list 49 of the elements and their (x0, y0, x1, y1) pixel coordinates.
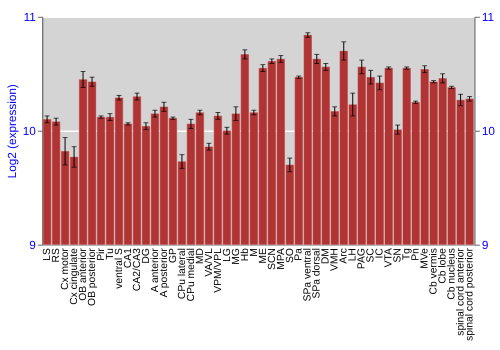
x-tick-label: OB posterior (86, 248, 98, 306)
x-tick-label: GP (168, 248, 179, 264)
x-tick-label: MD (194, 248, 206, 264)
y-axis-title: Log2 (expression) (6, 84, 19, 178)
y2-tick-label: 10 (482, 125, 496, 138)
x-tick-label: Tu (104, 248, 116, 260)
x-tick-label: VMH (330, 248, 341, 272)
y2-tick-label: 9 (482, 239, 488, 252)
y-tick-label: 9 (29, 239, 36, 252)
x-tick-label: SPa dorsal (312, 248, 323, 299)
x-tick-label: Pn (410, 248, 422, 261)
x-tick-label: CA2/CA3 (132, 248, 143, 292)
x-tick-label: spinal cord anterior (456, 248, 467, 336)
x-tick-label: VA/VL (204, 248, 215, 277)
x-tick-label: OB anterior (78, 248, 89, 301)
x-tick-label: MG (230, 248, 242, 265)
x-tick-label: CA1 (122, 248, 134, 268)
x-tick-label: LG (222, 248, 233, 262)
y-tick-label: 10 (22, 125, 36, 138)
x-tick-label: CPu lateral (176, 248, 188, 300)
x-tick-label: Pa (294, 248, 305, 261)
y2-tick-label: 11 (482, 11, 494, 24)
x-tick-label: Tg (402, 248, 413, 260)
x-tick-label: A anterior (150, 248, 161, 292)
x-tick-label: ME (258, 248, 269, 264)
x-tick-label: Pir (96, 248, 107, 261)
x-tick-label: A posterior (158, 248, 170, 298)
x-tick-label: DM (320, 248, 332, 264)
x-tick-label: RS (51, 248, 62, 262)
x-tick-label: MVe (420, 248, 431, 269)
x-tick-label: SPa ventral (302, 248, 314, 302)
x-tick-label: MPA (276, 248, 287, 270)
x-tick-label: Cb lobe (438, 248, 449, 284)
x-tick-label: SN (392, 248, 404, 262)
x-tick-label: SO (284, 248, 296, 264)
x-tick-label: DG (140, 248, 152, 264)
x-tick-label: ventral S (114, 248, 125, 289)
x-tick-label: PAG (356, 248, 368, 270)
x-tick-label: VPM/VPL (212, 248, 224, 293)
x-tick-label: CPu medial (186, 248, 197, 302)
x-tick-label: Arc (338, 248, 350, 264)
y-tick-label: 11 (24, 11, 36, 24)
x-tick-label: SC (366, 248, 377, 262)
x-tick-label: IC (374, 248, 386, 258)
x-tick-label: M (248, 248, 260, 257)
x-tick-label: Cb nucleus (446, 248, 458, 300)
x-tick-label: SCN (266, 248, 278, 270)
x-tick-label: Hb (240, 248, 251, 262)
x-tick-label: spinal cord posterior (464, 248, 476, 341)
